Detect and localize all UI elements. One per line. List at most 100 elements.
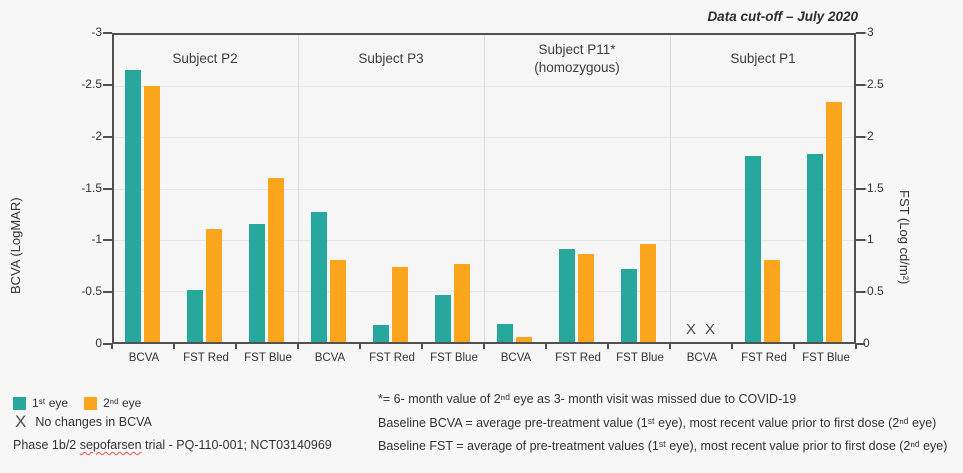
y-axis-label-right: FST (Log cd/m²): [897, 190, 912, 285]
legend-swatch-eye2: [84, 396, 98, 410]
x-tick: [731, 344, 733, 349]
y-tick-right: [856, 136, 865, 138]
bar-eye1: [187, 290, 203, 342]
y-tick-right: [856, 291, 865, 293]
x-category-label: FST Blue: [430, 352, 478, 364]
x-tick: [855, 344, 857, 349]
y-tick-left: [103, 84, 112, 86]
bar-eye2: [640, 244, 656, 342]
y-tick-left: [103, 239, 112, 241]
legend-swatch-eye1: [13, 396, 26, 410]
bar-eye2: [516, 337, 532, 342]
panel-divider: [298, 35, 299, 342]
bar-eye2: [268, 178, 284, 342]
legend: 1ˢᵗ eye 2ⁿᵈ eye: [13, 396, 157, 410]
x-category-label: BCVA: [500, 352, 532, 364]
bar-eye2: [578, 254, 594, 342]
legend-label-eye2: 2ⁿᵈ eye: [103, 396, 142, 410]
x-category-label: FST Red: [369, 352, 415, 364]
x-category-label: FST Blue: [802, 352, 850, 364]
trial-note-misspelled-word: sepofarsen: [79, 438, 142, 452]
plot-area: Subject P2 Subject P3 Subject P11* (homozyg…: [112, 33, 856, 344]
panel-divider: [484, 35, 485, 342]
y-tick-label-right: -2: [863, 129, 874, 143]
y-tick-label-left: -1: [91, 232, 102, 246]
bar-eye1: [621, 269, 637, 342]
x-tick: [111, 344, 113, 349]
x-category-label: BCVA: [128, 352, 160, 364]
subject-label: Subject P1: [670, 50, 856, 68]
trial-note-suffix: trial - PQ-110-001; NCT03140969: [141, 438, 332, 452]
x-category-label: FST Red: [741, 352, 787, 364]
x-tick: [359, 344, 361, 349]
x-tick: [235, 344, 237, 349]
y-tick-right: [856, 343, 865, 345]
subject-name: Subject P2: [172, 51, 238, 66]
x-category-label: FST Red: [183, 352, 229, 364]
subject-label: Subject P3: [298, 50, 484, 68]
x-category-label: FST Blue: [244, 352, 292, 364]
footnote-baseline-fst: Baseline FST = average of pre-treatment …: [378, 439, 948, 453]
subject-name-line2: (homozygous): [534, 60, 620, 75]
x-tick: [545, 344, 547, 349]
y-tick-label-right: 0: [863, 336, 870, 350]
y-tick-left: [103, 291, 112, 293]
x-tick: [793, 344, 795, 349]
bar-eye1: [249, 224, 265, 342]
y-axis-label-left: BCVA (LogMAR): [8, 197, 23, 295]
footnote-baseline-bcva: Baseline BCVA = average pre-treatment va…: [378, 415, 937, 430]
y-tick-label-right: -3: [863, 25, 874, 39]
legend-label-eye1: 1ˢᵗ eye: [32, 396, 69, 410]
subject-label: Subject P2: [112, 50, 298, 68]
subject-name: Subject P1: [730, 51, 796, 66]
x-marker-text: No changes in BCVA: [35, 414, 152, 429]
y-tick-label-left: -3: [91, 25, 102, 39]
subject-label: Subject P11* (homozygous): [484, 41, 670, 77]
trial-identifier-note: Phase 1b/2 sepofarsen trial - PQ-110-001…: [13, 438, 332, 452]
no-change-x-marker: X: [685, 321, 697, 338]
y-tick-label-left: -2: [91, 129, 102, 143]
y-tick-label-right: -1: [863, 232, 874, 246]
y-tick-left: [103, 32, 112, 34]
bar-eye2: [764, 260, 780, 342]
x-category-label: FST Red: [555, 352, 601, 364]
x-category-label: BCVA: [314, 352, 346, 364]
subject-name: Subject P11*: [538, 42, 616, 57]
bar-eye2: [144, 86, 160, 342]
y-tick-label-left: -0.5: [81, 284, 102, 298]
bar-eye1: [559, 249, 575, 342]
footnotes: *= 6- month value of 2ⁿᵈ eye as 3- month…: [378, 388, 947, 459]
x-tick: [483, 344, 485, 349]
y-tick-label-left: -2.5: [81, 77, 102, 91]
bar-eye1: [125, 70, 141, 342]
x-marker-note: X No changes in BCVA: [15, 413, 152, 430]
bar-eye1: [311, 212, 327, 342]
x-tick: [669, 344, 671, 349]
footnote-covid: *= 6- month value of 2ⁿᵈ eye as 3- month…: [378, 392, 797, 406]
x-tick: [607, 344, 609, 349]
no-change-x-marker: X: [704, 321, 716, 338]
x-tick: [297, 344, 299, 349]
y-tick-right: [856, 84, 865, 86]
bar-eye1: [807, 154, 823, 342]
bar-eye1: [745, 156, 761, 342]
y-tick-left: [103, 343, 112, 345]
bar-eye1: [435, 295, 451, 342]
y-tick-left: [103, 188, 112, 190]
y-tick-label-right: -1.5: [863, 181, 884, 195]
y-tick-label-left: -1.5: [81, 181, 102, 195]
y-tick-right: [856, 239, 865, 241]
bar-eye2: [206, 229, 222, 342]
x-marker-symbol: X: [15, 412, 27, 431]
x-tick: [173, 344, 175, 349]
bar-eye2: [826, 102, 842, 342]
bar-eye2: [454, 264, 470, 342]
x-category-label: FST Blue: [616, 352, 664, 364]
bar-eye1: [373, 325, 389, 342]
trial-note-prefix: Phase 1b/2: [13, 438, 80, 452]
bar-eye2: [330, 260, 346, 342]
y-tick-right: [856, 188, 865, 190]
x-category-label: BCVA: [686, 352, 718, 364]
y-tick-label-left: 0: [95, 336, 102, 350]
